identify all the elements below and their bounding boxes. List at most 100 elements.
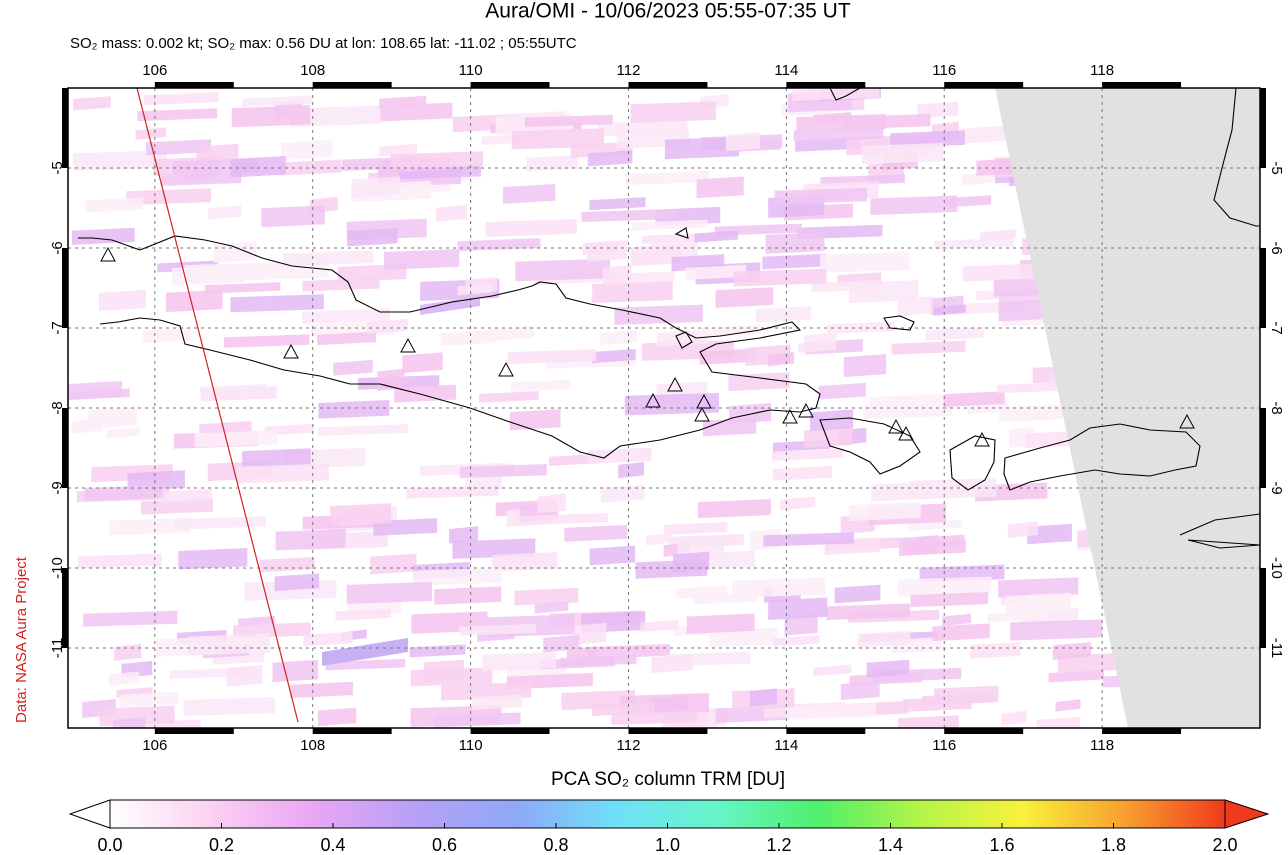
x-tick-label: 118 [1090, 62, 1114, 79]
so2-pixel [700, 325, 761, 338]
volcano [667, 376, 683, 392]
frame-bar [944, 728, 1024, 734]
frame-bar [312, 82, 392, 88]
so2-pixel [335, 608, 391, 621]
so2-pixel [804, 427, 853, 449]
so2-pixel [434, 712, 521, 728]
y-tick-label: -10 [1268, 557, 1285, 579]
so2-pixel [73, 96, 111, 111]
subtitle: SO₂ mass: 0.002 kt; SO₂ max: 0.56 DU at … [70, 35, 577, 52]
frame-bar [1102, 82, 1182, 88]
so2-pixel [686, 613, 755, 634]
colorbar-tick-label: 0.2 [209, 835, 234, 855]
so2-pixel [818, 382, 866, 400]
so2-pixel [302, 278, 380, 292]
volcano [974, 431, 990, 447]
so2-pixel [142, 327, 192, 344]
x-tick-label: 106 [142, 737, 167, 754]
so2-pixel [194, 430, 278, 448]
so2-pixel [810, 409, 854, 432]
so2-pixel [699, 348, 756, 365]
so2-pixel [811, 279, 880, 293]
so2-pixel [890, 130, 965, 148]
so2-pixel [420, 296, 480, 315]
so2-pixel [774, 187, 868, 205]
so2-pixel [200, 383, 267, 396]
frame-bar [154, 82, 234, 88]
so2-pixel [618, 461, 645, 479]
so2-pixel [290, 681, 353, 699]
so2-pixel [592, 281, 673, 304]
so2-pixel [1027, 523, 1072, 545]
so2-pixel [515, 258, 611, 282]
y-tick-label: -9 [1268, 481, 1285, 494]
so2-pixel [178, 547, 248, 570]
so2-pixel [600, 484, 645, 503]
so2-pixel [960, 125, 1006, 144]
so2-pixel [733, 268, 827, 287]
so2-pixel [725, 132, 760, 152]
so2-pixel [160, 171, 242, 186]
coastlines [78, 88, 1260, 549]
so2-pixel [172, 264, 245, 286]
so2-pixel [492, 552, 558, 572]
so2-pixel [942, 613, 972, 626]
so2-pixel [199, 421, 252, 435]
so2-pixel [1055, 699, 1081, 712]
so2-pixel [784, 614, 818, 636]
so2-pixel [729, 403, 772, 424]
so2-pixel [870, 195, 958, 216]
so2-pixel [77, 553, 162, 569]
so2-pixel [510, 379, 571, 392]
so2-pixel [767, 351, 795, 367]
so2-pixel [230, 156, 286, 178]
volcano [1179, 413, 1195, 429]
frame-bar [1260, 408, 1266, 488]
so2-pixel [866, 659, 910, 678]
so2-pixel [507, 349, 597, 365]
coastline [949, 435, 996, 491]
so2-pixel [600, 329, 637, 346]
so2-pixel [208, 205, 242, 220]
so2-pixel [786, 702, 876, 720]
so2-pixel [614, 304, 703, 325]
colorbar-low-arrow [68, 799, 111, 829]
so2-pixel [159, 488, 212, 503]
so2-pixel [384, 248, 460, 270]
so2-pixel [106, 427, 141, 439]
so2-pixel [242, 448, 311, 468]
so2-pixel [449, 526, 479, 544]
x-tick-label: 108 [300, 737, 325, 754]
so2-pixel [526, 154, 578, 172]
frame-bars [62, 82, 1266, 734]
so2-pixel [213, 241, 257, 263]
frame-bar [1260, 248, 1266, 328]
so2-pixel [452, 538, 536, 559]
so2-pixel [108, 671, 140, 686]
so2-pixel [1007, 521, 1039, 538]
so2-pixel [897, 296, 933, 317]
coastline [819, 417, 921, 475]
grid [68, 88, 1260, 728]
so2-pixel [88, 407, 137, 429]
so2-pixel [768, 597, 828, 620]
so2-pixel [390, 151, 484, 170]
so2-pixel [204, 282, 281, 294]
frame-bar [62, 408, 68, 488]
so2-pixel [909, 477, 997, 500]
so2-pixel [1010, 619, 1103, 641]
so2-pixel [281, 139, 333, 161]
so2-pixel [925, 327, 984, 341]
volcano [798, 402, 814, 418]
so2-pixel [840, 681, 880, 700]
so2-pixel [367, 319, 408, 334]
orbit-edge [136, 88, 299, 723]
y-tick-label: -7 [49, 321, 66, 334]
so2-pixel [68, 381, 123, 400]
colorbar-tick-label: 1.0 [655, 835, 680, 855]
coastline [1003, 423, 1201, 491]
frame-bar [62, 248, 68, 328]
so2-pixel [537, 493, 566, 514]
so2-pixel [318, 424, 408, 436]
so2-pixel [85, 197, 144, 213]
